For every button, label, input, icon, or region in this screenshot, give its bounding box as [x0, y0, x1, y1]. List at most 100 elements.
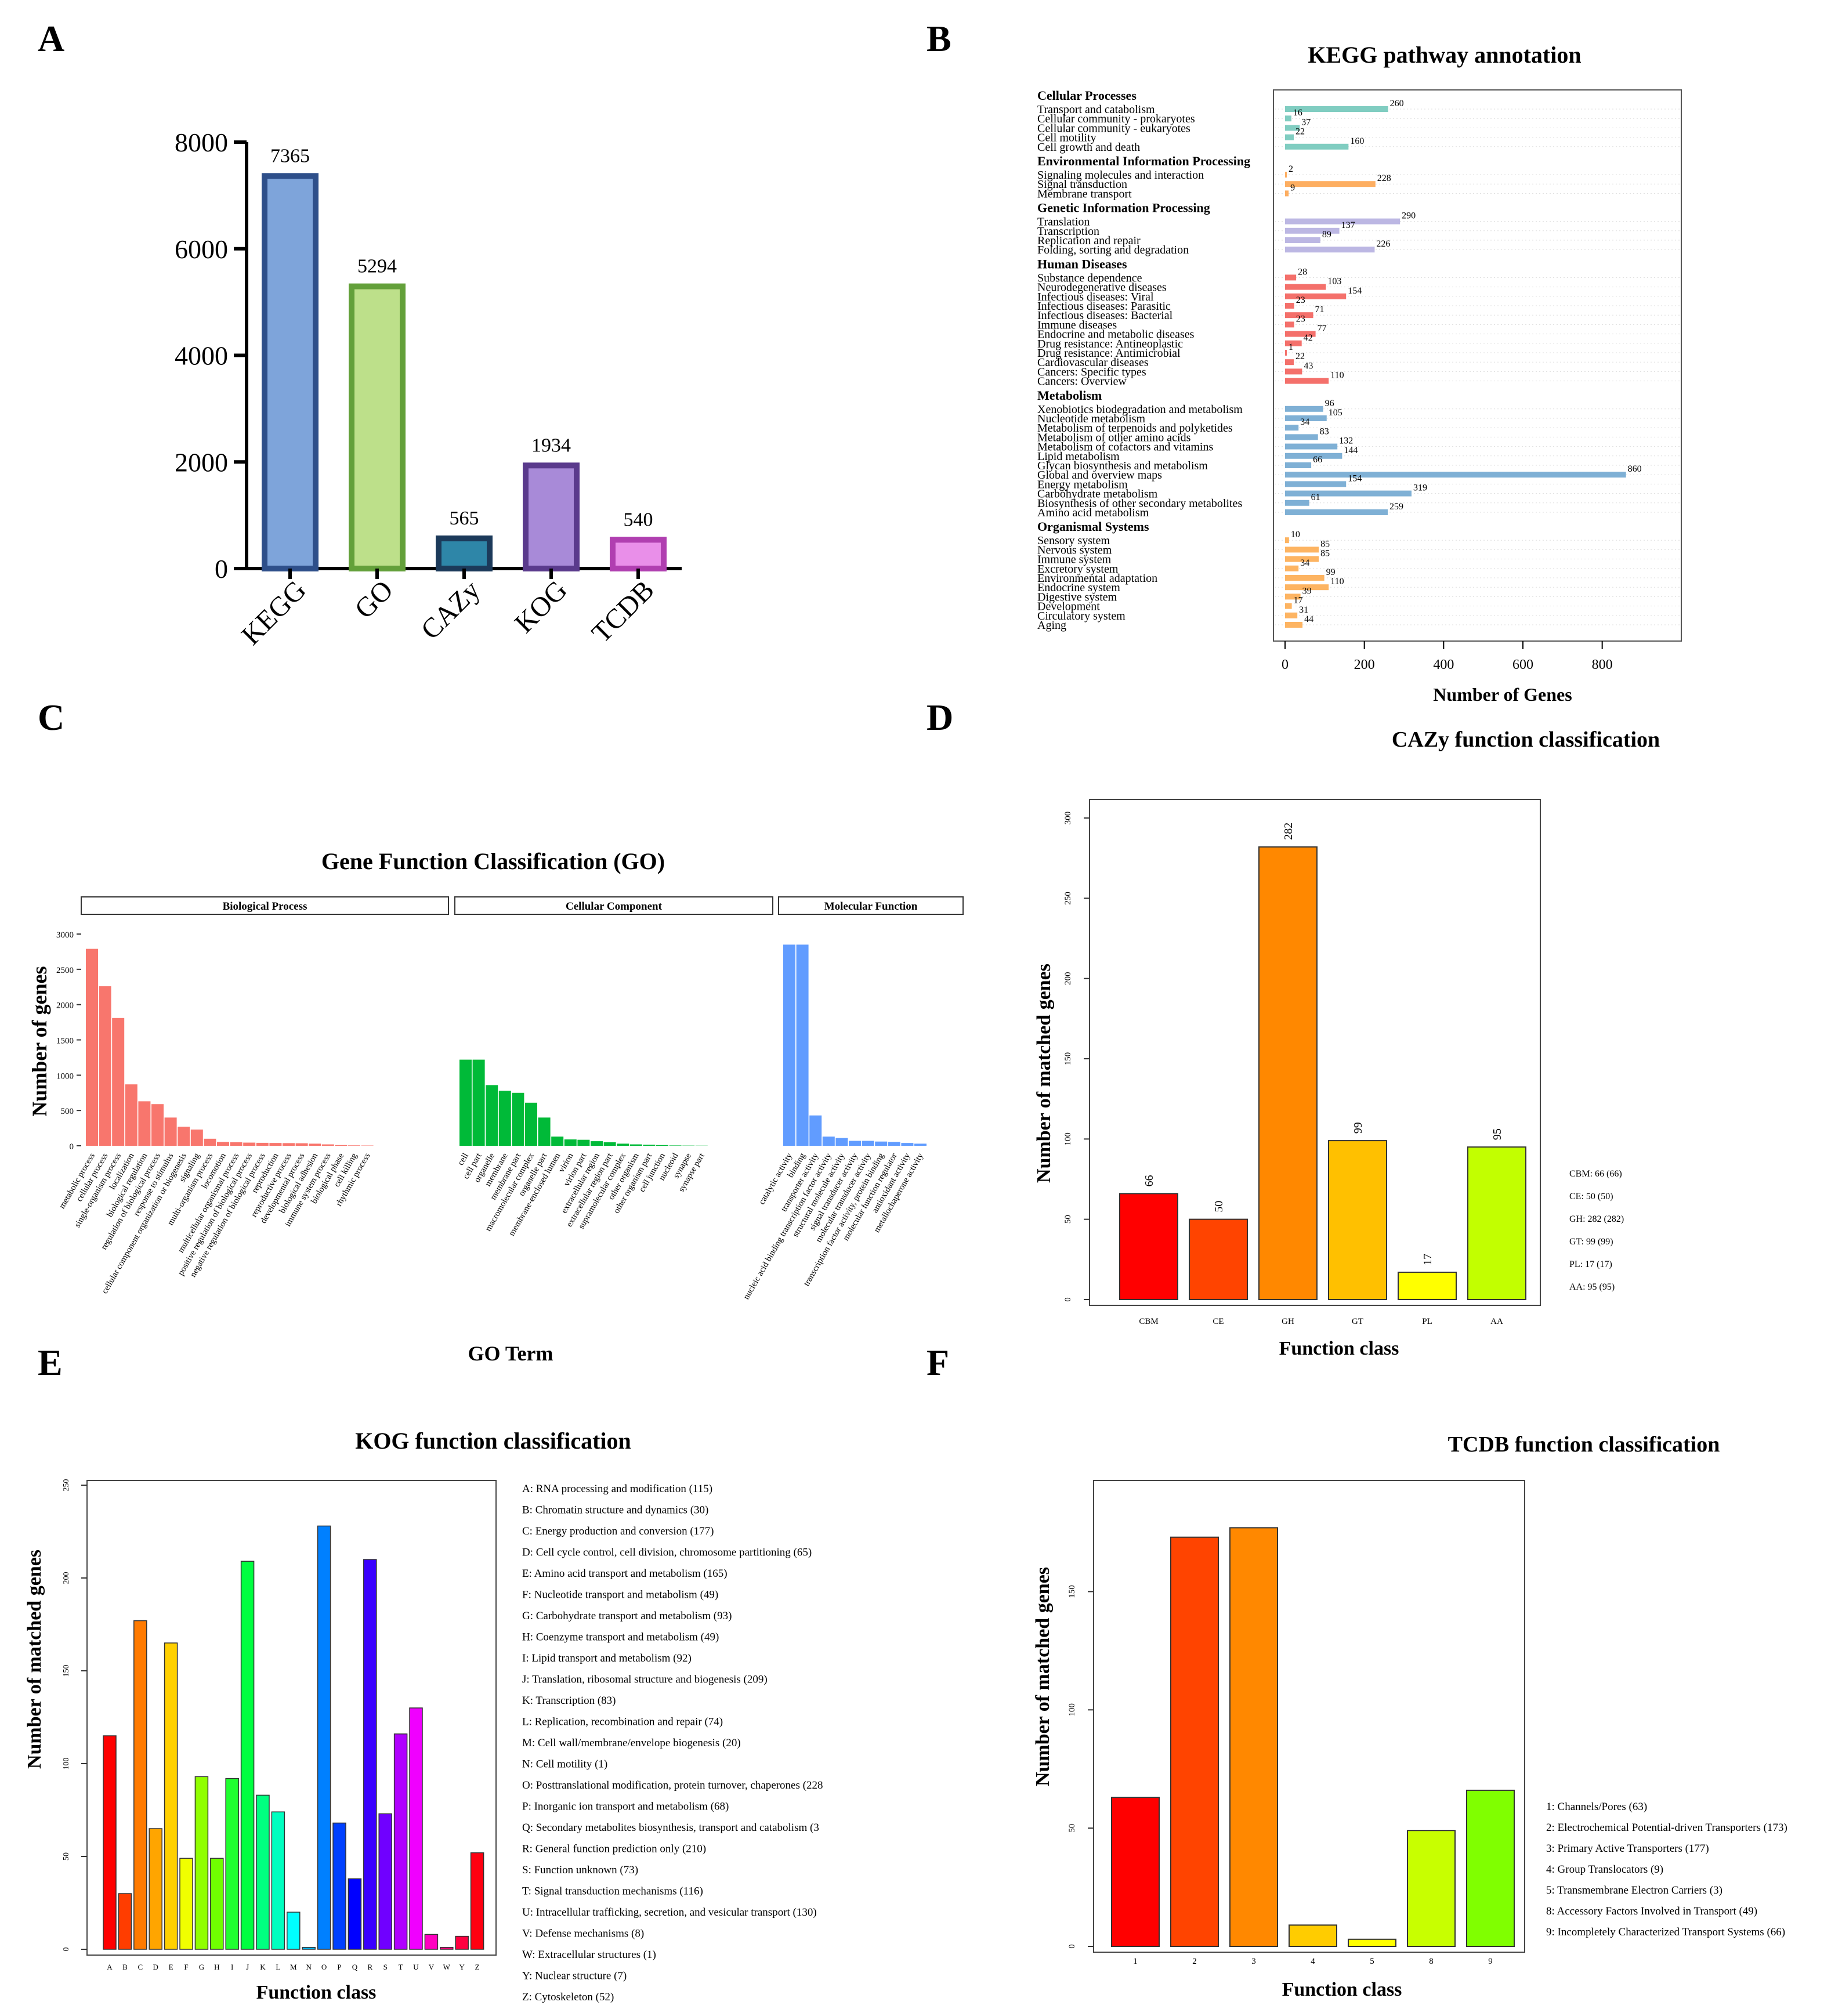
category-label: Z: [475, 1963, 480, 1971]
bar: [809, 1115, 822, 1146]
legend-entry: 1: Channels/Pores (63): [1546, 1801, 1647, 1813]
value-label: 96: [1325, 399, 1334, 408]
value-label: 85: [1320, 549, 1330, 559]
row-label: Global and overview maps: [1037, 469, 1162, 482]
bar: [551, 1137, 564, 1146]
bar: [1467, 1146, 1526, 1300]
legend-entry: M: Cell wall/membrane/envelope biogenesi…: [522, 1737, 741, 1749]
bar: [1229, 1527, 1278, 1947]
chart-a: 0 2000 4000 6000 8000 7365 KEGG 5294 GO 565 CAZy 19…: [175, 128, 682, 651]
legend-entry: Y: Nuclear structure (7): [522, 1970, 627, 1982]
category-label: K: [260, 1963, 266, 1971]
bar: [269, 1143, 282, 1146]
bar: [1285, 378, 1329, 384]
bar: [1285, 453, 1342, 459]
y-axis-label: Number of genes: [28, 966, 51, 1116]
x-axis-label: Number of Genes: [1433, 684, 1572, 705]
bar: [1285, 106, 1388, 112]
row-label: Glycan biosynthesis and metabolism: [1037, 459, 1208, 472]
value-label: 34: [1300, 417, 1309, 427]
y-tick-label: 150: [62, 1665, 71, 1677]
bar: [1285, 218, 1401, 225]
category-label: 1: [1133, 1957, 1138, 1966]
bar: [512, 1092, 524, 1146]
category-label: S: [383, 1963, 388, 1971]
y-tick-label: 1500: [56, 1037, 74, 1046]
panel-letter-f: F: [927, 1342, 949, 1383]
plot-frame: [1093, 1480, 1525, 1953]
bar: [1285, 462, 1312, 468]
bar: [1119, 1193, 1178, 1300]
row-label: Nervous system: [1037, 544, 1112, 556]
value-label: 110: [1330, 577, 1344, 587]
row-label: Signal transduction: [1037, 178, 1127, 191]
row-label: Amino acid metabolism: [1037, 506, 1149, 519]
value-label: 16: [1293, 108, 1302, 118]
bar: [835, 1138, 848, 1146]
y-tick-label: 0: [62, 1948, 71, 1952]
bar: [164, 1642, 178, 1950]
bar: [243, 1142, 256, 1146]
legend-entry: 2: Electrochemical Potential-driven Tran…: [1546, 1822, 1787, 1834]
bar: [591, 1141, 603, 1146]
value-label: 37: [1301, 117, 1311, 127]
category-label: P: [337, 1963, 341, 1971]
bar: [1285, 490, 1412, 497]
bar: [125, 1084, 137, 1146]
group-heading: Human Diseases: [1037, 256, 1127, 271]
bar: [1285, 593, 1301, 600]
facet-label: Cellular Component: [566, 900, 663, 913]
bar: [901, 1143, 914, 1146]
bar: [149, 1828, 162, 1950]
row-label: Nucleotide metabolism: [1037, 412, 1146, 425]
category-label: U: [413, 1963, 419, 1971]
bar: [86, 949, 98, 1146]
x-tick-label: 800: [1592, 657, 1613, 672]
bar: [1398, 1271, 1457, 1300]
row-label: Infectious diseases: Viral: [1037, 291, 1154, 303]
y-tick-label: 100: [1067, 1703, 1077, 1717]
bar: [1285, 284, 1326, 290]
value-label: 89: [1322, 230, 1331, 240]
facet-label: Molecular Function: [824, 900, 918, 913]
legend-entry: C: Energy production and conversion (177…: [522, 1525, 714, 1537]
chart-c: Gene Function Classification (GO) Number …: [28, 848, 964, 1365]
value-label: 85: [1320, 539, 1330, 549]
value-label: 44: [1304, 614, 1313, 624]
bar: [564, 1139, 577, 1146]
bar: [1285, 125, 1300, 131]
bar: [1285, 537, 1289, 544]
bar: [796, 944, 809, 1146]
legend-entry: S: Function unknown (73): [522, 1864, 638, 1876]
bar: [656, 1145, 668, 1146]
row-label: Aging: [1037, 619, 1066, 632]
panel-letter-d: D: [927, 697, 953, 738]
bar: [1285, 331, 1316, 337]
facet-strip: [81, 896, 449, 915]
legend-entry: 3: Primary Active Transporters (177): [1546, 1843, 1709, 1855]
legend-entry: 4: Group Translocators (9): [1546, 1863, 1663, 1876]
bar: [440, 1947, 454, 1950]
value-label: 103: [1327, 277, 1341, 287]
y-tick-label: 150: [1063, 1052, 1073, 1066]
category-label: CAZy: [415, 574, 486, 645]
category-label: F: [184, 1963, 188, 1971]
bar: [783, 944, 795, 1146]
row-label: Environmental adaptation: [1037, 572, 1157, 585]
value-label: 259: [1389, 502, 1403, 512]
bar: [1285, 237, 1320, 243]
bar: [1289, 1924, 1337, 1947]
bar: [1285, 359, 1294, 365]
bar: [1407, 1830, 1456, 1947]
bar: [1285, 434, 1318, 440]
value-label: 540: [624, 509, 653, 530]
row-label: Metabolism of terpenoids and polyketides: [1037, 422, 1233, 435]
bar: [348, 1145, 360, 1146]
y-tick-label: 300: [1063, 812, 1073, 825]
legend-entry: 9: Incompletely Characterized Transport …: [1546, 1926, 1785, 1938]
legend-entry: B: Chromatin structure and dynamics (30): [522, 1504, 708, 1516]
category-label: 9: [1488, 1957, 1493, 1966]
chart-e: KOG function classification Number of mat…: [24, 1428, 823, 2003]
category-label: G: [199, 1963, 204, 1971]
row-label: Replication and repair: [1037, 234, 1141, 247]
